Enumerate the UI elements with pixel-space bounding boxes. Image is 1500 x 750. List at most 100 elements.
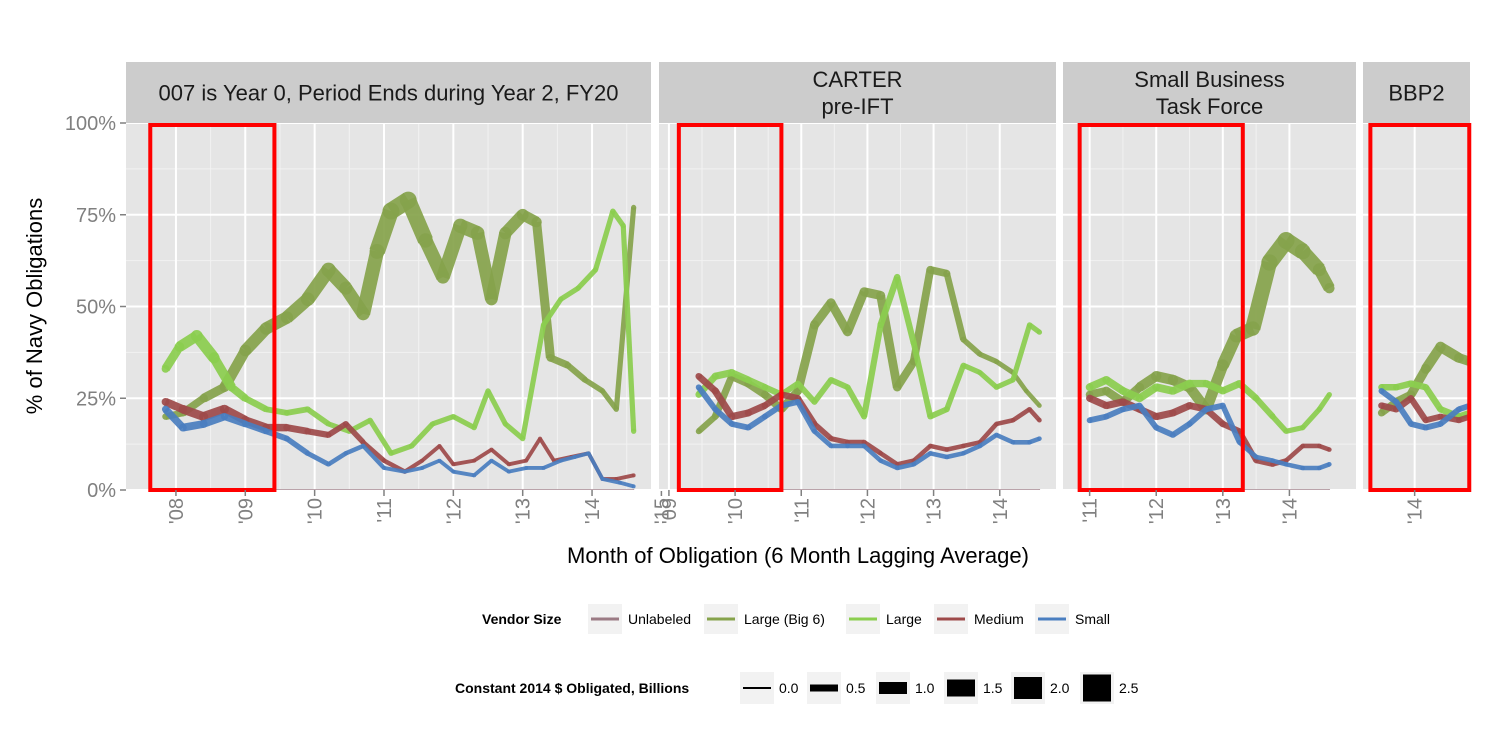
segment-large [520,324,547,440]
segment-large [541,297,563,327]
segment-small [978,433,998,448]
point-medium [1300,443,1306,449]
point-large-big-6 [943,269,951,278]
legend-obligated-size-title: Constant 2014 $ Obligated, Billions [455,680,689,696]
point-medium [1119,398,1127,406]
segment-large-big-6 [356,249,384,316]
point-large-big-6 [1151,371,1162,382]
segment-small [574,451,590,459]
point-large-big-6 [531,216,542,228]
point-small [861,443,867,449]
point-medium [1027,406,1032,412]
point-small [1010,440,1016,445]
segment-large [944,364,966,411]
panel-1: 007 is Year 0, Period Ends during Year 2… [126,62,673,524]
segment-small [995,432,1014,445]
point-large-big-6 [564,361,572,369]
legend-label-large-big-6: Large (Big 6) [744,611,825,627]
point-large-big-6 [1277,231,1295,249]
segment-small [696,385,718,412]
point-large-big-6 [1324,282,1335,294]
chart-panels: 007 is Year 0, Period Ends during Year 2… [126,62,1472,524]
point-large [485,388,491,394]
segment-large [390,443,413,456]
segment-large [576,268,598,290]
segment-medium [946,443,964,452]
point-large [1152,383,1161,392]
point-large-big-6 [977,351,983,357]
legend-size-label: 1.5 [983,680,1003,696]
point-large [388,450,394,456]
segment-large-big-6 [961,337,982,357]
x-tick-label: '12 [443,498,465,524]
segment-small [713,407,734,427]
segment-small [1187,407,1209,427]
point-medium [1378,402,1385,409]
point-small [1408,421,1414,427]
point-large-big-6 [926,265,935,274]
point-small [1153,424,1160,431]
segment-small [795,400,817,433]
point-large [241,394,249,402]
x-tick-label: '10 [305,498,327,524]
x-tick-label: '14 [1405,498,1427,524]
point-large-big-6 [876,290,886,301]
point-large [161,364,170,373]
segment-large-big-6 [485,231,512,301]
point-medium [844,439,851,445]
point-medium [1010,417,1016,423]
point-large-big-6 [239,344,252,357]
point-large [1300,425,1306,431]
point-large [1407,380,1415,387]
segment-large [503,421,525,441]
point-medium [828,436,834,442]
point-large-big-6 [399,191,417,209]
segment-medium [508,458,527,467]
point-small [524,466,529,470]
point-medium [538,436,542,441]
point-medium [1317,443,1322,449]
segment-medium [696,373,718,394]
point-medium [695,372,702,380]
segment-small [1255,454,1274,463]
segment-small [508,466,527,474]
point-small [878,458,883,463]
segment-medium [812,421,833,441]
point-large [1252,395,1260,402]
segment-medium [978,422,999,444]
point-small [977,443,983,449]
y-tick-label: 75% [76,205,116,227]
point-large [325,421,332,427]
segment-large-big-6 [532,221,555,359]
point-medium [861,439,867,445]
segment-large [409,422,435,448]
point-large-big-6 [418,233,433,248]
legend-obligated-size: Constant 2014 $ Obligated, Billions 0.0 0… [455,672,1139,704]
x-tick-label: '12 [857,498,879,524]
point-small [944,454,950,460]
point-medium [711,387,719,395]
point-large [927,413,934,420]
point-small [283,435,290,442]
segment-large [559,285,580,302]
segment-large [1010,324,1033,381]
segment-small [490,458,510,474]
point-large-big-6 [199,394,208,403]
point-large [811,398,818,405]
segment-small [962,443,981,456]
point-small [558,458,563,463]
point-unlabeled [1328,489,1331,490]
point-large [1119,387,1127,395]
point-large-big-6 [1216,359,1229,372]
point-medium [944,447,950,452]
point-small [795,398,801,405]
segment-small [1393,400,1414,426]
segment-small [327,451,348,467]
segment-large [1253,396,1276,419]
x-tick-label: '13 [924,498,946,524]
panel-series [695,265,1043,490]
point-large [844,384,851,391]
point-medium [994,421,999,427]
panel-strip-label-line: Small Business [1134,67,1284,92]
segment-large [978,370,999,390]
